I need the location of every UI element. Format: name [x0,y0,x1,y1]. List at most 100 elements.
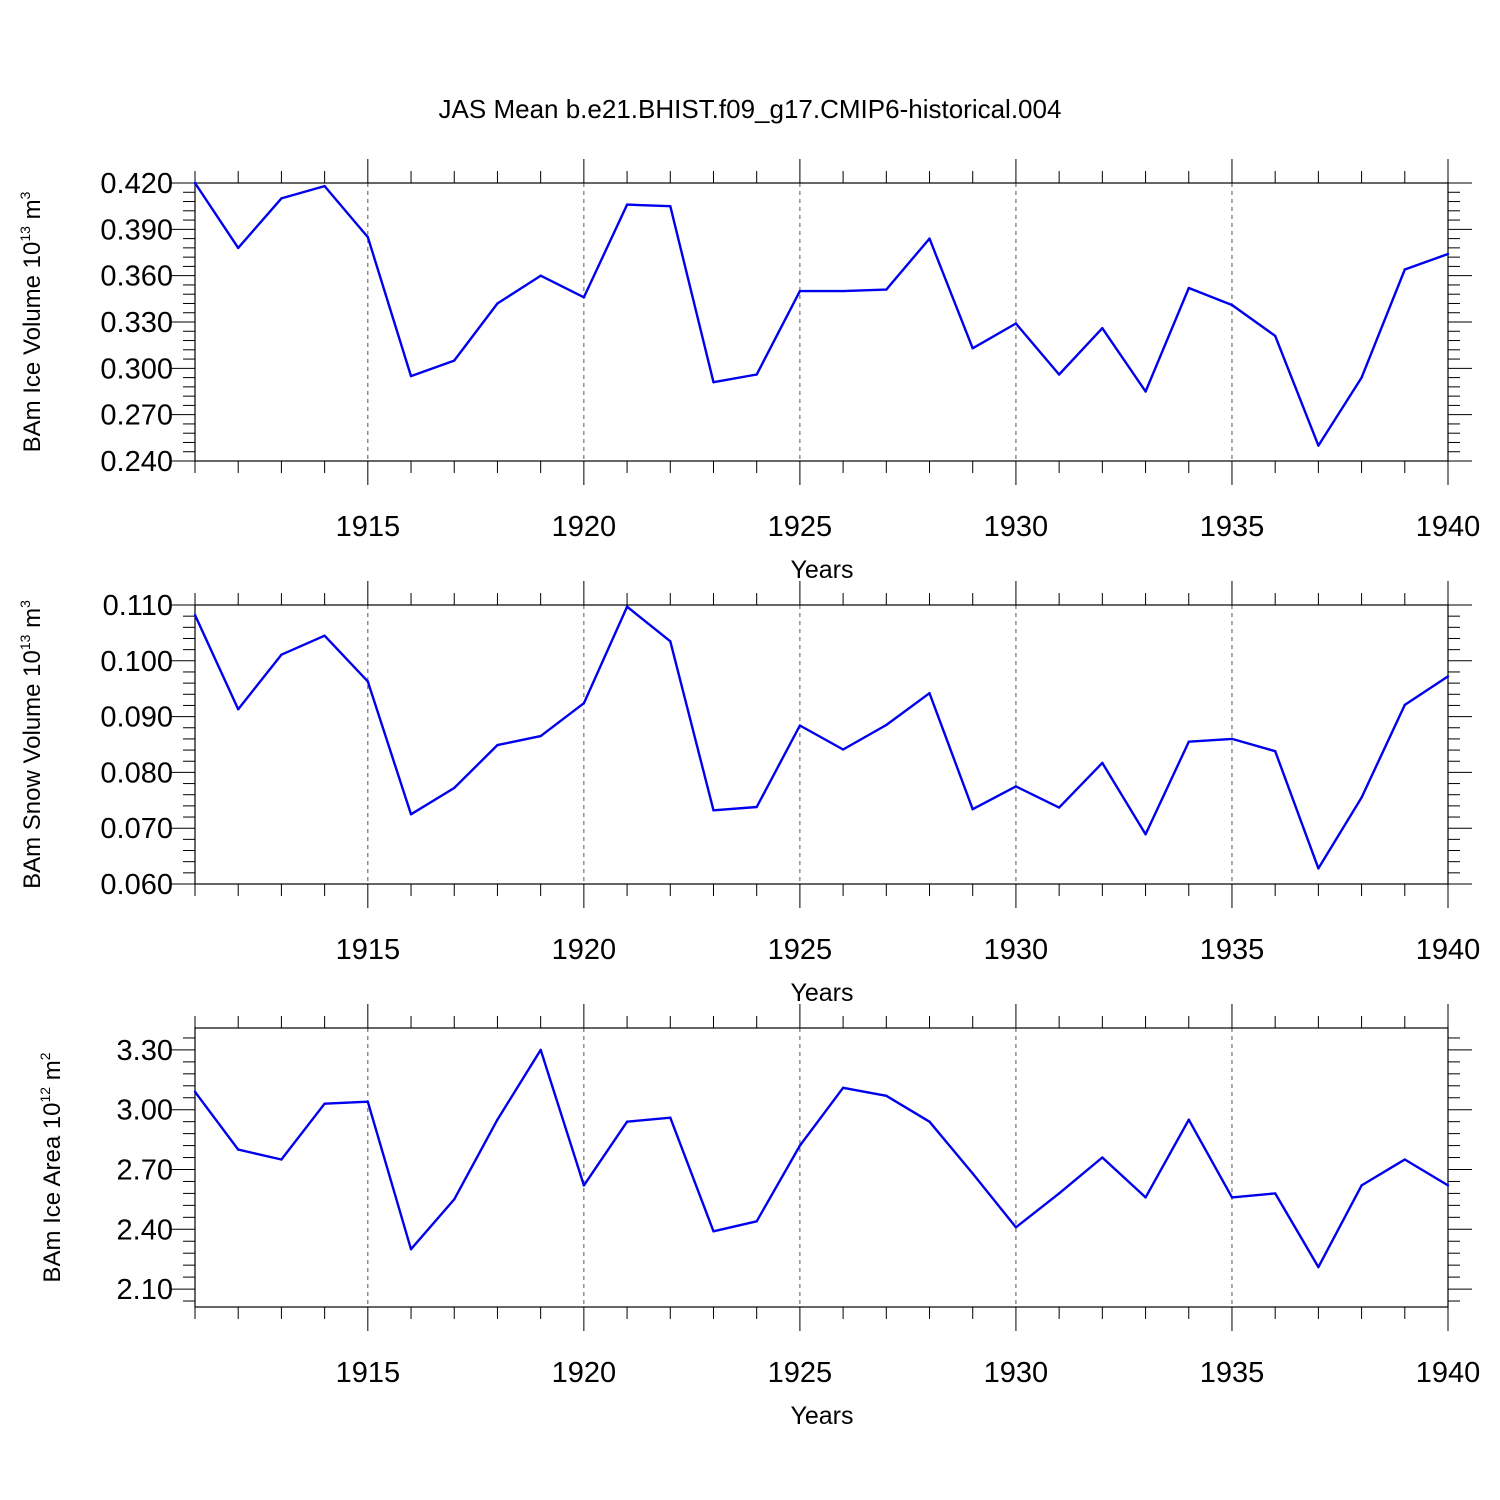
data-point-1940 [1446,1184,1450,1187]
x-axis-label: Years [790,979,853,1007]
data-point-1930 [1014,1226,1018,1229]
data-point-1919 [539,274,542,277]
data-point-1918 [496,743,499,747]
data-point-1938 [1360,376,1363,379]
plot-frame [194,604,1449,885]
data-point-1912 [237,708,240,711]
data-point-1929 [971,347,974,350]
data-point-1912 [237,246,240,250]
plot-frame [194,1027,1449,1308]
data-point-1919 [539,1048,542,1052]
y-tick-label: 0.090 [100,702,173,734]
y-tick-label: 0.360 [100,261,173,293]
data-point-1930 [1014,322,1018,325]
data-point-1920 [582,1184,586,1187]
data-point-1925 [798,724,802,727]
data-point-1923 [712,381,715,384]
x-tick-label: 1915 [336,934,401,966]
data-point-1935 [1230,737,1234,741]
data-point-1927 [885,288,888,291]
data-point-1937 [1317,444,1320,447]
data-point-1929 [971,808,974,811]
x-axis-label: Years [790,1402,853,1430]
data-point-1934 [1187,740,1190,743]
data-point-1921 [625,1120,629,1123]
x-tick-label: 1935 [1200,934,1265,966]
data-point-1935 [1230,1196,1234,1199]
series-line [193,605,1449,870]
y-tick-label: 3.30 [117,1035,173,1067]
data-point-1913 [280,197,283,200]
data-point-1928 [928,691,931,695]
data-point-1939 [1403,703,1406,707]
y-tick-label: 2.10 [117,1274,173,1306]
data-point-1933 [1144,1196,1147,1199]
data-point-1937 [1317,1265,1320,1269]
x-tick-label: 1925 [768,511,833,543]
data-point-1933 [1144,833,1147,836]
data-point-1923 [712,809,715,812]
data-point-1936 [1273,1192,1277,1195]
y-tick-label: 0.100 [100,646,173,678]
series-line [194,182,1449,447]
data-point-1934 [1187,1118,1190,1121]
x-tick-label: 1930 [984,934,1049,966]
data-point-1911 [193,1090,197,1093]
data-point-1940 [1446,252,1450,256]
y-tick-label: 0.300 [100,353,173,385]
data-point-1914 [323,634,326,637]
data-point-1931 [1057,373,1061,376]
data-point-1931 [1057,806,1061,809]
data-point-1913 [280,653,283,656]
data-point-1924 [755,373,758,376]
x-tick-label: 1935 [1200,1357,1265,1389]
data-point-1916 [409,813,413,816]
x-tick-label: 1930 [984,1357,1049,1389]
y-tick-label: 0.070 [100,813,173,845]
data-point-1914 [323,184,326,188]
x-axis-label: Years [790,556,853,584]
y-tick-label: 0.060 [100,869,173,901]
y-tick-label: 0.420 [100,168,173,200]
y-tick-label: 0.080 [100,757,173,789]
data-point-1938 [1360,796,1363,799]
data-point-1936 [1273,749,1277,753]
series-line [194,1048,1449,1269]
y-tick-label: 0.240 [100,446,173,478]
x-tick-label: 1930 [984,511,1049,543]
data-point-1915 [366,1100,370,1103]
data-point-1915 [366,680,370,683]
data-point-1912 [237,1148,240,1151]
data-point-1938 [1360,1184,1363,1187]
data-point-1927 [885,1094,888,1097]
y-axis-label: BAm Snow Volume 1013 m3 [17,600,46,889]
x-tick-label: 1925 [768,934,833,966]
data-point-1933 [1144,390,1147,393]
data-point-1913 [280,1158,283,1161]
x-tick-label: 1940 [1416,934,1481,966]
data-point-1918 [496,302,499,305]
data-point-1926 [841,289,845,293]
data-point-1917 [453,786,456,790]
y-tick-label: 0.270 [100,400,173,432]
data-point-1922 [669,204,672,208]
data-point-1922 [669,1116,672,1119]
chart-title: JAS Mean b.e21.BHIST.f09_g17.CMIP6-histo… [439,94,1062,124]
x-tick-label: 1925 [768,1357,833,1389]
data-point-1932 [1101,1156,1104,1159]
data-point-1916 [409,1248,413,1251]
data-point-1911 [193,613,197,617]
data-point-1935 [1230,303,1234,307]
data-point-1922 [669,640,672,643]
y-tick-label: 3.00 [117,1095,173,1127]
y-tick-label: 2.40 [117,1214,173,1246]
data-point-1926 [841,748,845,751]
data-point-1940 [1446,675,1450,678]
x-tick-label: 1920 [552,934,617,966]
data-point-1929 [971,1172,974,1175]
data-point-1920 [582,296,586,299]
data-point-1925 [798,1144,802,1147]
data-point-1914 [323,1102,326,1105]
data-point-1916 [409,374,413,378]
